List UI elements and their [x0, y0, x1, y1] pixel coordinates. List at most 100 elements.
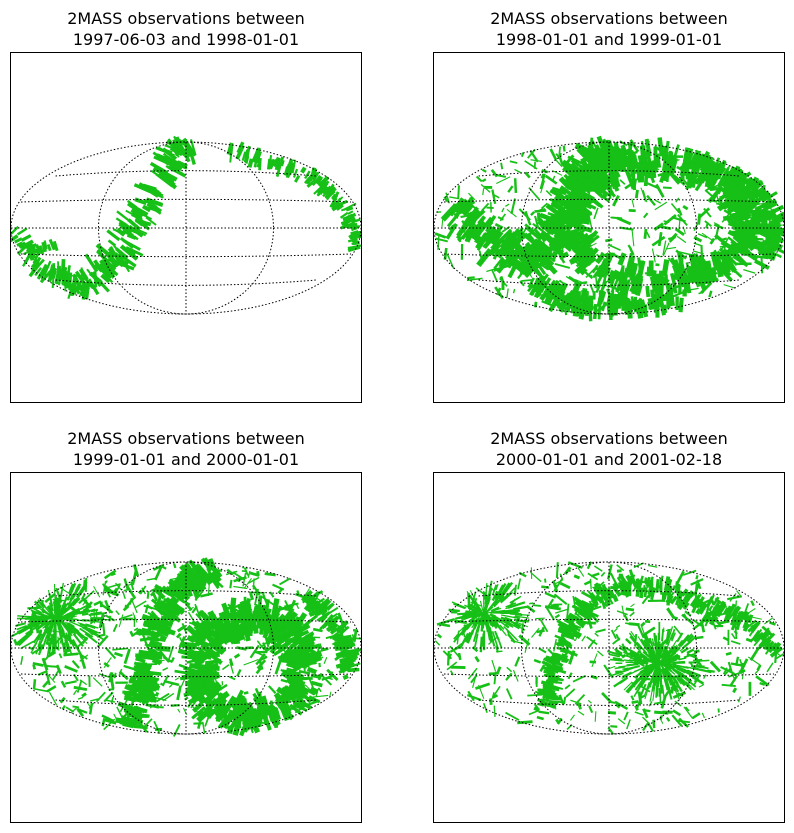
observation-mark: [685, 174, 694, 191]
observation-mark: [756, 664, 762, 671]
observation-mark: [279, 577, 291, 586]
observation-mark: [754, 259, 770, 270]
observation-mark: [229, 597, 237, 613]
observation-mark: [64, 621, 82, 636]
observation-mark: [620, 299, 627, 311]
observation-mark: [279, 634, 292, 644]
observation-mark: [173, 563, 177, 569]
observation-mark: [507, 623, 514, 628]
observation-mark: [483, 610, 499, 627]
observation-mark: [275, 614, 287, 630]
observation-mark: [571, 631, 581, 639]
observation-mark: [347, 238, 356, 243]
observation-mark: [686, 648, 695, 654]
observation-mark: [186, 572, 200, 587]
observation-mark: [489, 613, 496, 618]
observation-mark: [674, 227, 685, 237]
observation-mark: [28, 250, 35, 261]
observation-mark: [64, 640, 69, 649]
observation-mark: [595, 283, 602, 294]
observation-mark: [221, 602, 232, 620]
observation-mark: [536, 629, 545, 634]
observation-mark: [59, 610, 78, 619]
observation-mark: [176, 596, 191, 606]
observation-mark: [662, 242, 670, 257]
observation-mark: [345, 221, 356, 228]
observation-mark: [479, 636, 484, 653]
observation-mark: [146, 675, 158, 683]
observation-mark: [586, 561, 593, 570]
observation-mark: [473, 633, 479, 648]
observation-mark: [265, 599, 270, 610]
observation-mark: [625, 574, 633, 584]
observation-mark: [242, 572, 247, 587]
observation-mark: [680, 633, 693, 648]
observation-mark: [316, 189, 325, 197]
observation-mark: [696, 598, 703, 607]
observation-mark: [466, 633, 473, 644]
observation-mark: [638, 669, 652, 686]
observation-mark: [477, 621, 482, 634]
observation-mark: [90, 698, 99, 702]
observation-mark: [538, 262, 550, 271]
observation-mark: [472, 672, 478, 688]
observation-mark: [635, 646, 641, 652]
observation-mark: [504, 619, 520, 630]
observation-mark: [130, 227, 147, 237]
observation-mark: [116, 261, 135, 271]
observation-mark: [228, 613, 236, 622]
observation-mark: [135, 663, 146, 669]
observation-mark: [532, 604, 542, 607]
observation-mark: [226, 568, 235, 576]
observation-mark: [761, 632, 771, 642]
observation-mark: [682, 569, 697, 576]
observation-mark: [651, 165, 657, 174]
observation-mark: [102, 622, 106, 637]
observation-mark: [518, 208, 531, 221]
observation-mark: [554, 634, 566, 641]
observation-mark: [588, 142, 596, 160]
observation-mark: [31, 617, 50, 620]
observation-mark: [566, 603, 570, 619]
observation-mark: [495, 228, 513, 245]
observation-mark: [510, 198, 517, 215]
observation-mark: [749, 646, 761, 661]
observation-mark: [680, 268, 688, 282]
observation-mark: [194, 658, 204, 667]
observation-mark: [208, 574, 220, 590]
observation-mark: [660, 664, 669, 681]
observation-mark: [458, 632, 470, 650]
parallel: [478, 170, 740, 177]
observation-mark: [752, 622, 759, 629]
observation-mark: [723, 667, 732, 676]
observation-mark: [596, 147, 610, 167]
observation-mark: [57, 595, 61, 604]
observation-mark: [257, 595, 263, 612]
observation-mark: [57, 261, 60, 282]
observation-mark: [35, 620, 50, 631]
observation-mark: [561, 159, 581, 175]
observation-mark: [596, 289, 605, 308]
observation-mark: [735, 167, 743, 176]
observation-mark: [476, 612, 485, 629]
observation-mark: [321, 674, 335, 681]
observation-mark: [104, 646, 117, 660]
observation-mark: [256, 720, 261, 727]
observation-mark: [676, 632, 684, 643]
observation-mark: [448, 197, 465, 217]
observation-mark: [185, 669, 203, 676]
observation-mark: [281, 669, 298, 678]
observation-mark: [610, 725, 618, 728]
observation-mark: [143, 678, 152, 684]
observation-mark: [171, 657, 175, 662]
observation-mark: [61, 273, 65, 285]
observation-mark: [206, 686, 220, 702]
observation-mark: [513, 584, 517, 594]
observation-mark: [728, 671, 743, 678]
observation-mark: [143, 205, 157, 212]
observation-mark: [651, 235, 666, 247]
observation-mark: [342, 214, 352, 222]
observation-mark: [326, 188, 336, 201]
observation-mark: [439, 622, 451, 628]
observation-mark: [468, 594, 481, 611]
